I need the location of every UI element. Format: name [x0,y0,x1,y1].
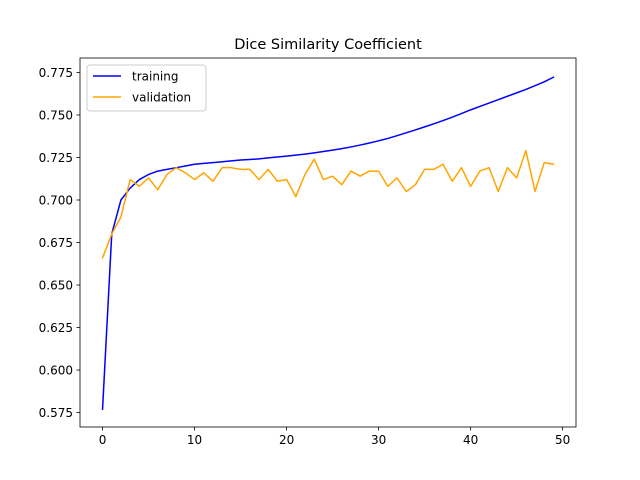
x-tick-label: 40 [463,433,478,447]
x-axis: 0 10 20 30 40 50 [99,427,570,447]
series-layer [101,76,555,410]
y-tick-label: 0.675 [39,236,73,250]
y-tick-label: 0.625 [39,321,73,335]
chart-title: Dice Similarity Coefficient [234,37,422,53]
plot-area [80,58,576,427]
legend-label-validation: validation [132,91,191,105]
y-tick-label: 0.725 [39,151,73,165]
legend-label-training: training [132,70,179,84]
series-line-validation [101,149,555,259]
y-axis: 0.575 0.600 0.625 0.650 0.675 0.700 0.725 0.750… [39,66,80,420]
y-tick-label: 0.575 [39,406,73,420]
x-tick-label: 20 [279,433,294,447]
series-line-training [101,76,555,410]
y-tick-label: 0.650 [39,278,73,292]
y-tick-label: 0.600 [39,363,73,377]
x-tick-label: 30 [371,433,386,447]
legend: training validation [86,64,207,112]
x-tick-label: 0 [99,433,107,447]
y-tick-label: 0.775 [39,66,73,80]
x-tick-label: 50 [555,433,570,447]
y-tick-label: 0.750 [39,108,73,122]
y-tick-label: 0.700 [39,193,73,207]
x-tick-label: 10 [187,433,202,447]
